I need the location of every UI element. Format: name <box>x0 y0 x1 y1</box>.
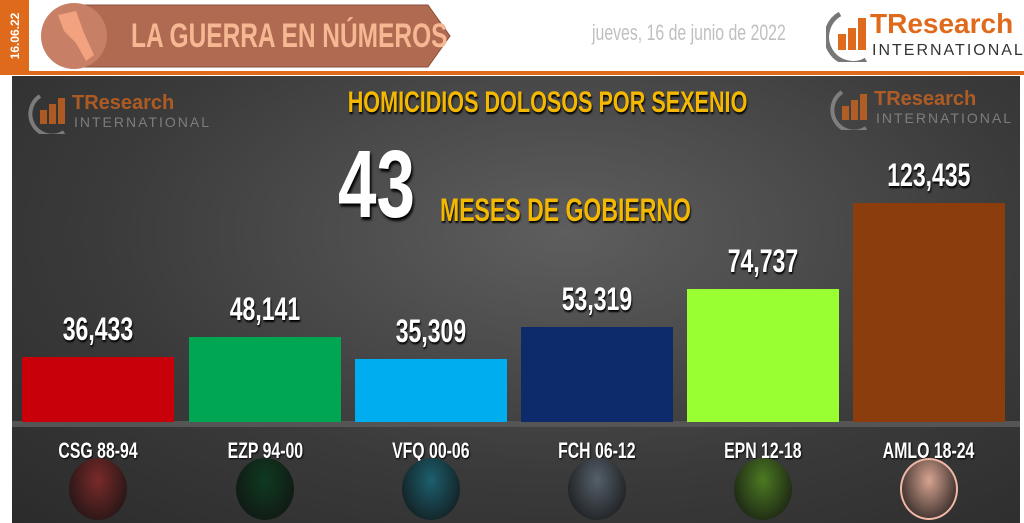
banner-shape <box>41 3 451 69</box>
bar <box>22 357 174 422</box>
president-photo <box>734 458 792 520</box>
logo-chart-icon <box>830 90 868 134</box>
date-strip-text: 16.06.22 <box>8 12 22 60</box>
header-date: jueves, 16 de junio de 2022 <box>592 20 786 45</box>
bar <box>853 203 1005 422</box>
value-label-text: 74,737 <box>727 243 799 280</box>
president-photo <box>402 458 460 520</box>
date-strip: 16.06.22 <box>0 0 29 72</box>
bar <box>687 289 839 422</box>
value-label-text: 35,309 <box>395 313 467 350</box>
months-label: MESES DE GOBIERNO <box>440 192 691 228</box>
header-logo: TResearch INTERNATIONAL <box>824 8 1024 66</box>
baseline <box>12 421 1020 427</box>
chart-title-wrap: HOMICIDIOS DOLOSOS POR SEXENIO <box>270 86 750 120</box>
president-photo <box>568 458 626 520</box>
watermark-logo-left: TResearch INTERNATIONAL <box>28 92 218 138</box>
value-label-text: 36,433 <box>62 311 134 348</box>
logo-brand: TResearch <box>72 92 175 114</box>
president-photo <box>236 458 294 520</box>
value-label: 74,737 <box>687 243 839 280</box>
value-label: 35,309 <box>355 313 507 350</box>
logo-brand: TResearch <box>874 88 977 110</box>
banner-title: LA GUERRA EN NÚMEROS <box>131 17 448 55</box>
value-label-text: 48,141 <box>229 290 301 327</box>
chart-panel <box>12 76 1020 523</box>
president-photo <box>900 458 958 520</box>
divider <box>0 71 1024 75</box>
banner: LA GUERRA EN NÚMEROS <box>36 3 452 69</box>
value-label-text: 53,319 <box>561 281 633 318</box>
logo-sub: INTERNATIONAL <box>876 110 1013 126</box>
logo-chart-icon <box>28 94 66 138</box>
value-label-text: 123,435 <box>887 157 971 193</box>
map-icon <box>58 11 94 61</box>
logo-sub: INTERNATIONAL <box>872 42 1024 59</box>
logo-chart-icon <box>824 11 868 66</box>
watermark-logo-right: TResearch INTERNATIONAL <box>830 88 1020 134</box>
bar <box>355 359 507 422</box>
value-label: 48,141 <box>189 291 341 328</box>
value-label: 36,433 <box>22 311 174 348</box>
chart-title: HOMICIDIOS DOLOSOS POR SEXENIO <box>347 86 748 119</box>
logo-sub: INTERNATIONAL <box>74 114 211 130</box>
value-label: 123,435 <box>853 157 1005 194</box>
logo-brand-text: TResearch <box>870 8 1014 39</box>
logo-brand: TResearch <box>870 8 1013 40</box>
bar <box>521 327 673 422</box>
value-label: 53,319 <box>521 281 673 318</box>
months-number: 43 <box>338 131 415 238</box>
president-photo <box>69 458 127 520</box>
bar <box>189 336 341 422</box>
